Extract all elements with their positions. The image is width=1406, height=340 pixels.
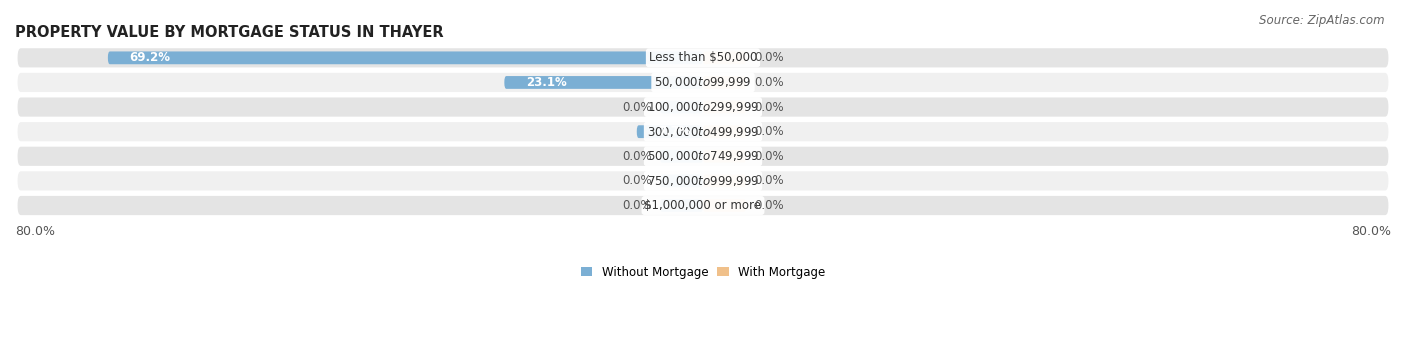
FancyBboxPatch shape: [703, 76, 747, 89]
Text: Less than $50,000: Less than $50,000: [648, 51, 758, 64]
FancyBboxPatch shape: [108, 51, 703, 64]
Text: 0.0%: 0.0%: [755, 125, 785, 138]
Text: 0.0%: 0.0%: [755, 51, 785, 64]
Text: 23.1%: 23.1%: [526, 76, 567, 89]
Text: 0.0%: 0.0%: [621, 199, 651, 212]
Text: 7.7%: 7.7%: [658, 125, 690, 138]
FancyBboxPatch shape: [637, 125, 703, 138]
Text: $1,000,000 or more: $1,000,000 or more: [644, 199, 762, 212]
FancyBboxPatch shape: [659, 174, 703, 187]
FancyBboxPatch shape: [18, 98, 1388, 117]
FancyBboxPatch shape: [18, 147, 1388, 166]
FancyBboxPatch shape: [18, 196, 1388, 215]
FancyBboxPatch shape: [703, 51, 747, 64]
Text: PROPERTY VALUE BY MORTGAGE STATUS IN THAYER: PROPERTY VALUE BY MORTGAGE STATUS IN THA…: [15, 25, 444, 40]
Text: 0.0%: 0.0%: [755, 199, 785, 212]
FancyBboxPatch shape: [659, 150, 703, 163]
Text: 80.0%: 80.0%: [1351, 225, 1391, 238]
FancyBboxPatch shape: [18, 48, 1388, 67]
FancyBboxPatch shape: [703, 174, 747, 187]
Text: $500,000 to $749,999: $500,000 to $749,999: [647, 149, 759, 163]
FancyBboxPatch shape: [703, 125, 747, 138]
Text: 0.0%: 0.0%: [755, 101, 785, 114]
Text: $750,000 to $999,999: $750,000 to $999,999: [647, 174, 759, 188]
FancyBboxPatch shape: [18, 171, 1388, 190]
FancyBboxPatch shape: [703, 150, 747, 163]
Text: 0.0%: 0.0%: [755, 76, 785, 89]
FancyBboxPatch shape: [659, 101, 703, 114]
FancyBboxPatch shape: [18, 122, 1388, 141]
Text: $300,000 to $499,999: $300,000 to $499,999: [647, 125, 759, 139]
FancyBboxPatch shape: [703, 199, 747, 212]
FancyBboxPatch shape: [659, 199, 703, 212]
Text: 0.0%: 0.0%: [755, 150, 785, 163]
Legend: Without Mortgage, With Mortgage: Without Mortgage, With Mortgage: [576, 261, 830, 283]
Text: 69.2%: 69.2%: [129, 51, 170, 64]
Text: $50,000 to $99,999: $50,000 to $99,999: [654, 75, 752, 89]
FancyBboxPatch shape: [18, 73, 1388, 92]
Text: 0.0%: 0.0%: [621, 174, 651, 187]
Text: Source: ZipAtlas.com: Source: ZipAtlas.com: [1260, 14, 1385, 27]
Text: 80.0%: 80.0%: [15, 225, 55, 238]
Text: 0.0%: 0.0%: [755, 174, 785, 187]
FancyBboxPatch shape: [505, 76, 703, 89]
FancyBboxPatch shape: [703, 101, 747, 114]
Text: $100,000 to $299,999: $100,000 to $299,999: [647, 100, 759, 114]
Text: 0.0%: 0.0%: [621, 150, 651, 163]
Text: 0.0%: 0.0%: [621, 101, 651, 114]
